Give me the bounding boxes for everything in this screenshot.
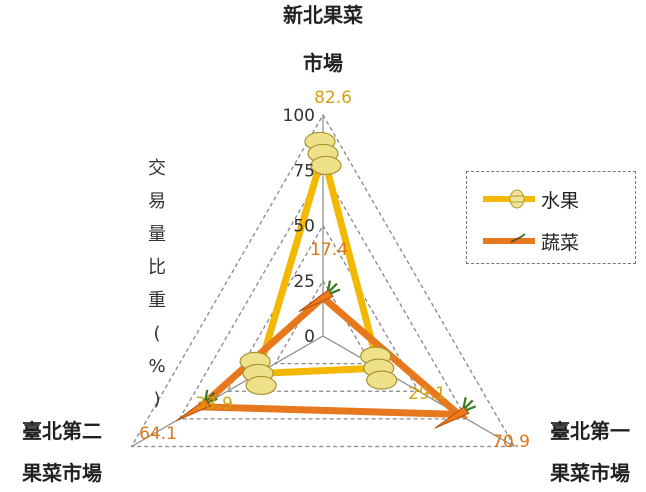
fruit-marker-2 <box>239 351 277 396</box>
axis-title-0-1: 市場 <box>303 51 343 75</box>
tick-label-50: 50 <box>293 217 315 237</box>
ylabel-char-3: 比 <box>148 257 166 278</box>
vegetable-value-label-1: 70.9 <box>492 432 530 452</box>
grid-ring-75 <box>178 168 468 420</box>
carrot-marker-0 <box>298 280 341 313</box>
ylabel-char-1: 易 <box>148 191 166 212</box>
axis-title-2-1: 果菜市場 <box>22 461 102 485</box>
fruit-value-label-0: 82.6 <box>314 88 352 108</box>
fruit-value-label-1: 29.1 <box>408 384 446 404</box>
carrot-marker-1 <box>434 397 477 429</box>
series-line-0 <box>253 140 384 378</box>
ylabel-char-7: ) <box>153 389 160 410</box>
axis-title-2-0: 臺北第二 <box>22 419 102 443</box>
ylabel-char-0: 交 <box>148 158 166 179</box>
carrot-legend-icon <box>483 233 535 244</box>
fruit-marker-0 <box>304 131 342 176</box>
fruit-value-label-2: 33.9 <box>195 394 233 414</box>
legend: 水果 蔬菜 <box>466 171 636 264</box>
ylabel-char-6: % <box>148 356 165 377</box>
axis-title-1-0: 臺北第一 <box>550 419 630 443</box>
tick-label-25: 25 <box>293 272 315 292</box>
legend-label-fruit: 水果 <box>541 189 580 212</box>
legend-label-vegetable: 蔬菜 <box>541 231 580 254</box>
carrot-marker-2 <box>176 389 218 422</box>
tick-label-100: 100 <box>283 106 315 126</box>
vegetable-value-label-0: 17.4 <box>310 240 348 260</box>
ylabel-char-5: ( <box>153 323 160 344</box>
vegetable-value-label-2: 64.1 <box>139 424 177 444</box>
ylabel-char-2: 量 <box>148 224 166 245</box>
spoke-1 <box>322 335 515 448</box>
ylabel-char-4: 重 <box>148 290 166 311</box>
grid-ring-100 <box>130 113 516 448</box>
fruit-legend-icon <box>483 189 535 209</box>
tick-label-75: 75 <box>293 161 315 181</box>
fruit-marker-1 <box>360 346 398 390</box>
marker-layer <box>176 131 477 429</box>
axis-title-1-1: 果菜市場 <box>550 461 630 485</box>
spoke-2 <box>131 335 324 448</box>
legend-item-vegetable: 蔬菜 <box>481 226 579 256</box>
axis-title-0-0: 新北果菜 <box>283 3 363 27</box>
legend-item-fruit: 水果 <box>481 184 579 214</box>
tick-label-0: 0 <box>304 327 315 347</box>
